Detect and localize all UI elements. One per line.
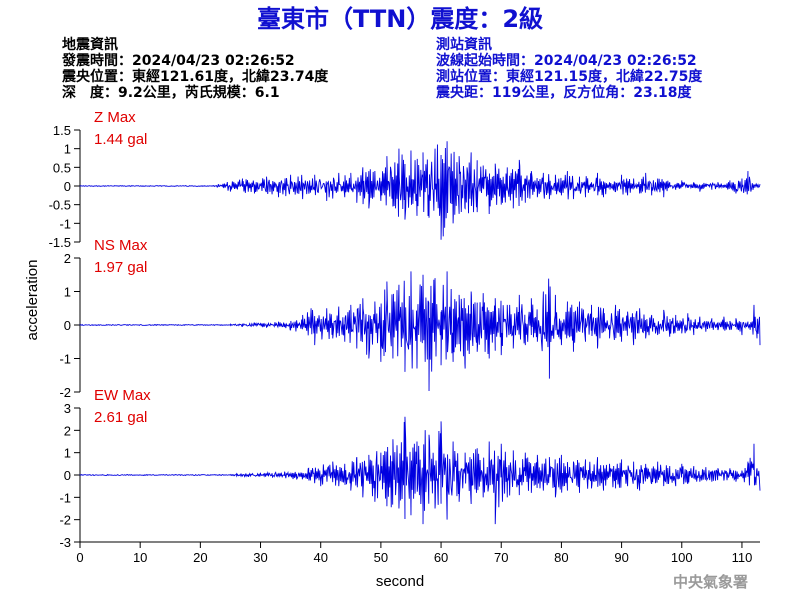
- station-info-heading: 測站資訊: [436, 36, 492, 53]
- y-tick-label: 3: [64, 401, 71, 416]
- y-tick-label: 0.5: [53, 160, 71, 175]
- y-tick-label: 0: [64, 318, 71, 333]
- panel-ns: 2 1 0 -1 -2 NS Max 1.97 gal: [59, 237, 761, 400]
- x-tick-label: 60: [434, 550, 448, 565]
- y-tick-label: 0: [64, 179, 71, 194]
- y-tick-label: -1: [59, 490, 71, 505]
- max-value: 1.44 gal: [94, 131, 147, 148]
- y-tick-label: -2: [59, 385, 71, 400]
- quake-depth-magnitude: 深 度：9.2公里，芮氏規模：6.1: [62, 84, 280, 101]
- x-tick-label: 70: [494, 550, 508, 565]
- station-info-block: 測站資訊 波線起始時間：2024/04/23 02:26:52 測站位置：東經1…: [435, 36, 703, 101]
- y-tick-label: -1: [59, 216, 71, 231]
- y-axis-label: acceleration: [24, 260, 41, 341]
- max-value: 2.61 gal: [94, 409, 147, 426]
- y-tick-label: -1.5: [49, 235, 71, 250]
- panel-z: 1.5 1 0.5 0 -0.5 -1 -1.5 Z Max 1.44 gal: [49, 109, 761, 250]
- x-tick-label: 110: [732, 550, 753, 565]
- y-tick-label: -2: [59, 513, 71, 528]
- station-location: 測站位置：東經121.15度，北緯22.75度: [436, 68, 703, 85]
- quake-info-heading: 地震資訊: [62, 36, 118, 53]
- x-tick-label: 90: [614, 550, 628, 565]
- max-label: EW Max: [94, 387, 151, 404]
- max-label: NS Max: [94, 237, 148, 254]
- x-tick-label: 20: [193, 550, 207, 565]
- y-tick-label: 1.5: [53, 123, 71, 138]
- waveform-trace-z: [79, 141, 761, 240]
- y-tick-label: -3: [59, 535, 71, 550]
- quake-origin-time: 發震時間：2024/04/23 02:26:52: [61, 52, 295, 69]
- max-label: Z Max: [94, 109, 136, 126]
- waveform-trace-ew: [79, 416, 761, 525]
- credit-text: 中央氣象署: [673, 573, 748, 591]
- y-tick-label: -1: [59, 352, 71, 367]
- y-tick-label: 1: [64, 142, 71, 157]
- station-distance: 震央距：119公里，反方位角：23.18度: [435, 84, 693, 101]
- figure-title: 臺東市（TTN）震度：2級: [257, 5, 543, 33]
- quake-info-block: 地震資訊 發震時間：2024/04/23 02:26:52 震央位置：東經121…: [61, 36, 329, 101]
- x-tick-label: 50: [374, 550, 388, 565]
- x-tick-label: 0: [76, 550, 83, 565]
- y-tick-label: -0.5: [49, 198, 71, 213]
- x-tick-label: 30: [253, 550, 267, 565]
- x-axis-label: second: [376, 573, 424, 590]
- y-tick-label: 0: [64, 468, 71, 483]
- y-tick-label: 2: [64, 423, 71, 438]
- y-tick-label: 2: [64, 251, 71, 266]
- x-tick-label: 10: [133, 550, 147, 565]
- max-value: 1.97 gal: [94, 259, 147, 276]
- panel-ew: 3 2 1 0 -1 -2 -3 EW Max 2.61 gal: [59, 387, 761, 550]
- x-tick-label: 100: [671, 550, 693, 565]
- quake-epicenter: 震央位置：東經121.61度，北緯23.74度: [61, 68, 329, 85]
- y-tick-label: 1: [64, 285, 71, 300]
- waveform-trace-ns: [79, 271, 761, 392]
- station-wave-start: 波線起始時間：2024/04/23 02:26:52: [436, 52, 697, 69]
- x-tick-label: 40: [313, 550, 327, 565]
- y-tick-label: 1: [64, 446, 71, 461]
- x-tick-label: 80: [554, 550, 568, 565]
